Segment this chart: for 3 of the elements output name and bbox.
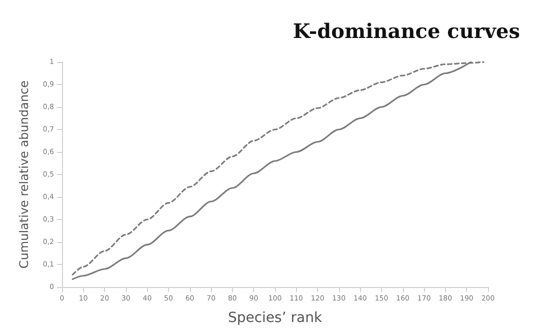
y-axis-title: Cumulative relative abundance [17, 80, 31, 269]
x-axis-title: Species’ rank [228, 310, 323, 326]
chart-title: K-dominance curves [292, 19, 520, 43]
